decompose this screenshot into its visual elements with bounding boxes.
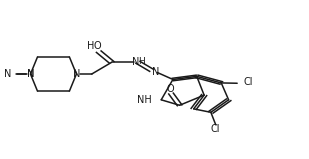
Text: N: N — [4, 69, 11, 79]
Text: N: N — [27, 69, 34, 79]
Text: H: H — [87, 41, 94, 51]
Text: NH: NH — [137, 95, 152, 105]
Text: O: O — [93, 41, 101, 51]
Text: N: N — [152, 67, 160, 77]
Text: H: H — [138, 57, 145, 66]
Text: N: N — [73, 69, 80, 79]
Text: N: N — [133, 57, 140, 66]
Text: Cl: Cl — [211, 124, 221, 134]
Text: O: O — [166, 84, 174, 94]
Text: Cl: Cl — [244, 77, 253, 87]
Text: N: N — [27, 69, 34, 79]
